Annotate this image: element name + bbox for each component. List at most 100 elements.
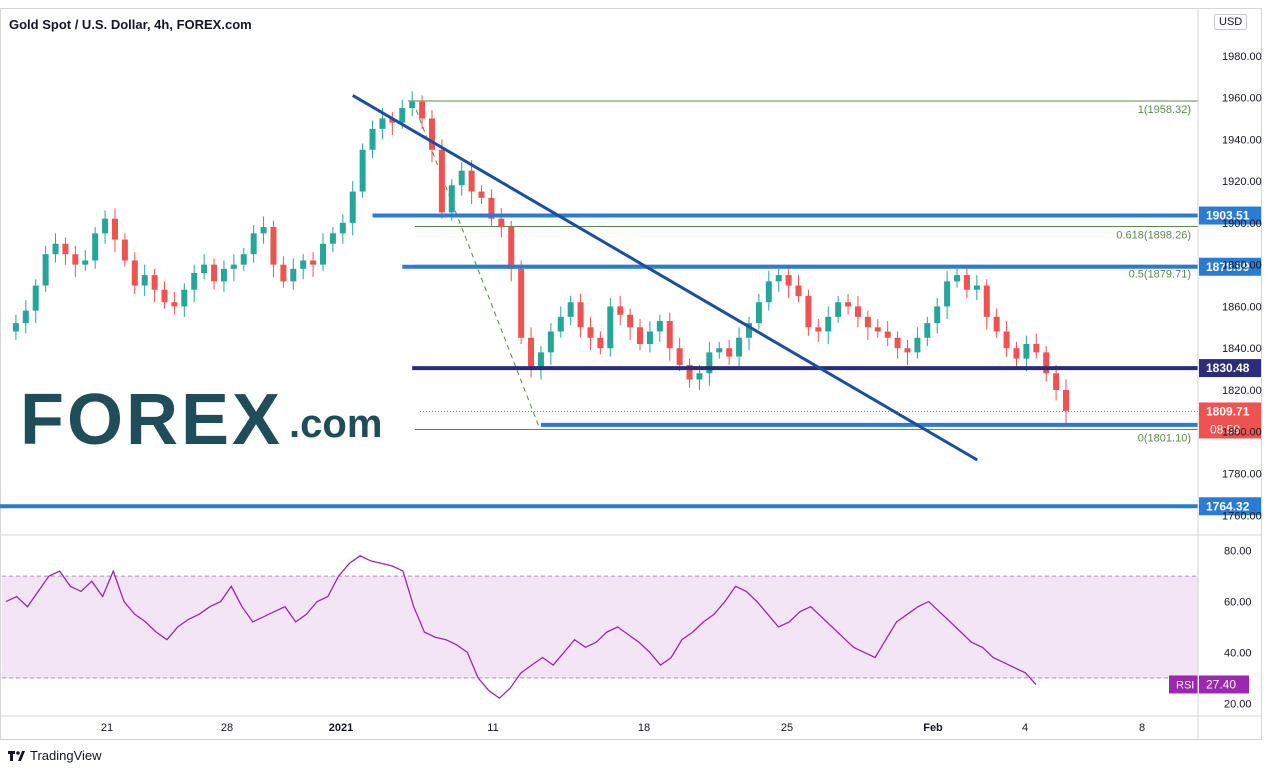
candle-body — [141, 275, 148, 286]
candle-body — [1023, 344, 1030, 359]
candle-body — [211, 264, 218, 282]
candle-body — [359, 149, 366, 192]
candle-body — [835, 302, 842, 317]
candle-body — [369, 128, 376, 150]
candle-body — [825, 316, 832, 332]
candle-body — [42, 254, 49, 286]
candle-body — [646, 331, 653, 345]
price-tick-label: 1820.00 — [1222, 385, 1262, 397]
candle-body — [72, 254, 79, 265]
candle-body — [587, 327, 594, 338]
rsi-band — [2, 576, 1198, 678]
footer-brand[interactable]: TradingView — [30, 748, 102, 763]
candle-body — [547, 331, 554, 353]
chart-title: Gold Spot / U.S. Dollar, 4h, FOREX.com — [9, 17, 252, 32]
candle-body — [191, 273, 198, 290]
rsi-tick-label: 80.00 — [1224, 546, 1252, 558]
candle-body — [339, 222, 346, 234]
candle-body — [498, 218, 505, 228]
candle-body — [379, 118, 386, 129]
level-price-tag — [1199, 497, 1261, 516]
level-price-label: 1903.51 — [1206, 209, 1250, 223]
price-tick-label: 1860.00 — [1222, 301, 1262, 313]
chart-frame — [0, 8, 1262, 740]
time-tick-label: 4 — [1022, 722, 1028, 734]
price-tick-label: 1880.00 — [1222, 260, 1262, 272]
candle-body — [171, 302, 178, 307]
candle-body — [765, 281, 772, 303]
rsi-name-tag — [1169, 675, 1198, 694]
candle-body — [478, 191, 485, 198]
logo-suffix-text: .com — [289, 401, 383, 446]
candle-body — [805, 295, 812, 328]
candle-body — [676, 348, 683, 365]
forex-logo: FOREX .com — [20, 384, 382, 456]
candle-body — [1053, 373, 1060, 390]
price-tick-label: 1840.00 — [1222, 343, 1262, 355]
candle-body — [260, 227, 267, 234]
candle-body — [300, 260, 307, 269]
current-price-label: 1809.71 — [1206, 404, 1250, 418]
candle-body — [310, 260, 317, 265]
candle-body — [270, 227, 277, 265]
rsi-value-tag — [1199, 675, 1249, 694]
candle-body — [181, 289, 188, 307]
candle-body — [894, 337, 901, 349]
candle-body — [567, 302, 574, 317]
candle-body — [577, 302, 584, 328]
candle-body — [954, 275, 961, 282]
time-tick-label: Feb — [923, 722, 943, 734]
level-price-tag — [1199, 206, 1261, 225]
candle-body — [389, 118, 396, 123]
candle-body — [607, 306, 614, 349]
rsi-line — [5, 555, 1037, 700]
candle-body — [706, 352, 713, 374]
candle-body — [201, 264, 208, 273]
time-tick-label: 25 — [781, 722, 793, 734]
candle-body — [785, 275, 792, 286]
time-tick-label: 8 — [1139, 722, 1145, 734]
candle-body — [82, 260, 89, 265]
candle-body — [716, 348, 723, 353]
fib-level-label: 0(1801.10) — [1138, 432, 1191, 444]
logo-main-text: FOREX — [20, 380, 284, 460]
candle-body — [488, 197, 495, 219]
tradingview-icon[interactable] — [8, 749, 26, 763]
candle-body — [102, 218, 109, 234]
candle-body — [904, 348, 911, 353]
rsi-tick-label: 40.00 — [1224, 647, 1252, 659]
candle-body — [617, 306, 624, 315]
candle-body — [924, 323, 931, 338]
current-price-tag — [1199, 402, 1261, 439]
candle-body — [944, 281, 951, 307]
candle-body — [62, 243, 69, 255]
rsi-tick-label: 60.00 — [1224, 597, 1252, 609]
candle-body — [963, 275, 970, 290]
bar-countdown-label: 08:59 — [1210, 422, 1240, 436]
candle-body — [230, 264, 237, 269]
time-tick-label: 28 — [221, 722, 233, 734]
price-tick-label: 1780.00 — [1222, 469, 1262, 481]
candle-body — [22, 310, 29, 324]
candle-body — [973, 285, 980, 290]
candle-body — [329, 233, 336, 244]
time-tick-label: 18 — [638, 722, 650, 734]
candle-body — [320, 243, 327, 265]
fib-level-label: 1(1958.32) — [1138, 104, 1191, 116]
candle-body — [1013, 348, 1020, 359]
candle-body — [349, 191, 356, 223]
currency-badge[interactable]: USD — [1214, 14, 1248, 30]
candle-body — [52, 243, 59, 255]
candle-body — [428, 118, 435, 150]
candle-body — [131, 260, 138, 286]
price-tick-label: 1800.00 — [1222, 427, 1262, 439]
candle-body — [151, 275, 158, 290]
candle-body — [993, 316, 1000, 332]
candle-body — [518, 268, 525, 338]
candle-body — [914, 337, 921, 353]
level-price-tag — [1199, 359, 1261, 378]
price-tick-label: 1900.00 — [1222, 218, 1262, 230]
candle-body — [1033, 344, 1040, 353]
candle-body — [290, 268, 297, 282]
